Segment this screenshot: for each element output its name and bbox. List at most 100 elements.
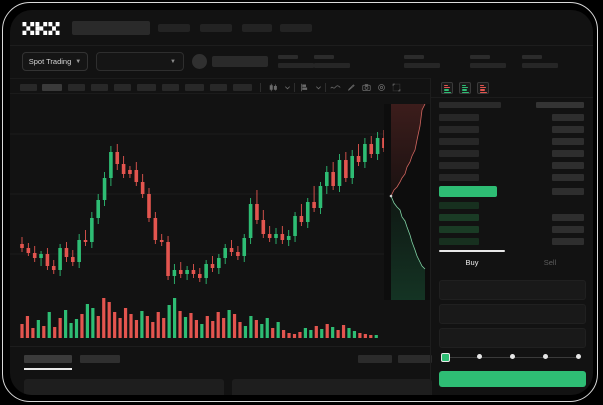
nav-item-derivatives[interactable] (242, 24, 272, 32)
tab-buy[interactable]: Buy (465, 258, 479, 267)
trading-pair-select[interactable]: ▼ (96, 52, 184, 71)
nav-item-trade[interactable] (200, 24, 232, 32)
app-header (10, 10, 593, 46)
order-price-input[interactable] (439, 280, 586, 300)
orderbook-mode-bids-icon[interactable] (459, 82, 471, 94)
buy-submit-button[interactable] (439, 371, 586, 387)
slider-handle[interactable] (441, 352, 450, 362)
chevron-down-icon[interactable] (313, 82, 324, 93)
orderbook-ask-size (552, 162, 584, 169)
chevron-down-icon: ▼ (75, 58, 82, 65)
toolbar-divider (325, 83, 326, 92)
orderbook-trade-column: Buy Sell (430, 78, 593, 395)
search-input[interactable] (72, 21, 150, 35)
pair-avatar (192, 54, 207, 69)
orders-panel (10, 346, 432, 395)
toolbar-divider (294, 83, 295, 92)
tab-open-orders[interactable] (24, 355, 72, 363)
slider-stop-75[interactable] (543, 354, 548, 360)
orderbook-ask-row[interactable] (439, 150, 479, 157)
orderbook-mode-asks-icon[interactable] (477, 82, 489, 94)
orders-card-1 (232, 379, 432, 395)
chevron-down-icon[interactable] (282, 82, 293, 93)
orderbook-last-size (552, 188, 584, 195)
stat-value (314, 63, 350, 68)
pair-name-placeholder (212, 56, 268, 67)
orderbook-ask-row[interactable] (439, 174, 479, 181)
orderbook-ask-size (552, 174, 584, 181)
camera-icon[interactable] (361, 82, 372, 93)
tab-sell[interactable]: Sell (543, 258, 557, 267)
panel-action-1[interactable] (398, 355, 432, 363)
line-chart-icon[interactable] (330, 82, 341, 93)
orderbook-bid-row[interactable] (439, 202, 479, 209)
market-type-dropdown[interactable]: Spot Trading ▼ (22, 52, 88, 71)
bid-depth-line (390, 195, 426, 270)
orderbook-ask-row[interactable] (439, 126, 479, 133)
order-amount-input[interactable] (439, 304, 586, 324)
orderbook-ask-size (552, 114, 584, 121)
timeframe-button-2[interactable] (68, 84, 85, 91)
timeframe-button-5[interactable] (137, 84, 156, 91)
stat-24h-low (470, 46, 512, 78)
market-subtoolbar: Spot Trading ▼ ▼ (10, 46, 593, 78)
orderbook-bid-size (552, 226, 584, 233)
orderbook-ask-row[interactable] (439, 138, 479, 145)
active-tab-underline (439, 250, 505, 252)
slider-stop-100[interactable] (576, 354, 581, 360)
stat-24h-change (314, 46, 356, 78)
tab-order-history[interactable] (80, 355, 120, 363)
timeframe-button-8[interactable] (210, 84, 227, 91)
orderbook-last-price (439, 186, 497, 197)
stat-last-price (278, 46, 320, 78)
stat-label (470, 55, 490, 59)
nav-item-markets[interactable] (158, 24, 190, 32)
orderbook-bid-row[interactable] (439, 238, 479, 245)
orderbook-bid-row[interactable] (439, 226, 479, 233)
timeframe-button-6[interactable] (162, 84, 179, 91)
stat-24h-high (404, 46, 446, 78)
orderbook-mode-both-icon[interactable] (441, 82, 453, 94)
candlestick-chart-icon[interactable] (268, 82, 279, 93)
fullscreen-icon[interactable] (391, 82, 402, 93)
nav-item-more[interactable] (280, 24, 312, 32)
timeframe-button-1[interactable] (42, 84, 62, 91)
amount-percentage-slider[interactable] (441, 352, 583, 362)
orderbook[interactable] (431, 98, 593, 248)
timeframe-button-3[interactable] (91, 84, 108, 91)
stat-value (404, 63, 440, 68)
timeframe-button-7[interactable] (185, 84, 204, 91)
stat-value (470, 63, 506, 68)
timeframe-button-4[interactable] (114, 84, 131, 91)
orderbook-ask-row[interactable] (439, 114, 479, 121)
bid-depth-area (391, 196, 425, 300)
slider-stop-25[interactable] (477, 354, 482, 360)
chart-gridlines (10, 133, 410, 255)
order-total-input[interactable] (439, 328, 586, 348)
timeframe-button-0[interactable] (20, 84, 37, 91)
depth-chart-svg (384, 104, 430, 300)
price-candlestick-chart[interactable] (10, 94, 430, 300)
indicator-icon[interactable] (299, 82, 310, 93)
market-depth-overlay (384, 104, 430, 300)
okx-logo[interactable] (22, 22, 60, 35)
panel-action-0[interactable] (358, 355, 392, 363)
pencil-icon[interactable] (346, 82, 357, 93)
depth-midpoint (389, 194, 393, 198)
timeframe-button-9[interactable] (233, 84, 252, 91)
orderbook-display-modes (431, 78, 593, 98)
orderbook-ask-row[interactable] (439, 162, 479, 169)
orderbook-ask-size (552, 150, 584, 157)
toolbar-divider (260, 83, 261, 92)
stat-label (278, 55, 298, 59)
gear-icon[interactable] (376, 82, 387, 93)
orderbook-header-size (536, 102, 584, 108)
orderbook-bid-row[interactable] (439, 214, 479, 221)
volume-histogram (10, 296, 430, 344)
market-type-label: Spot Trading (28, 57, 72, 66)
slider-stop-50[interactable] (510, 354, 515, 360)
chevron-down-icon: ▼ (170, 59, 176, 65)
stat-label (522, 55, 542, 59)
stat-24h-volume (522, 46, 564, 78)
